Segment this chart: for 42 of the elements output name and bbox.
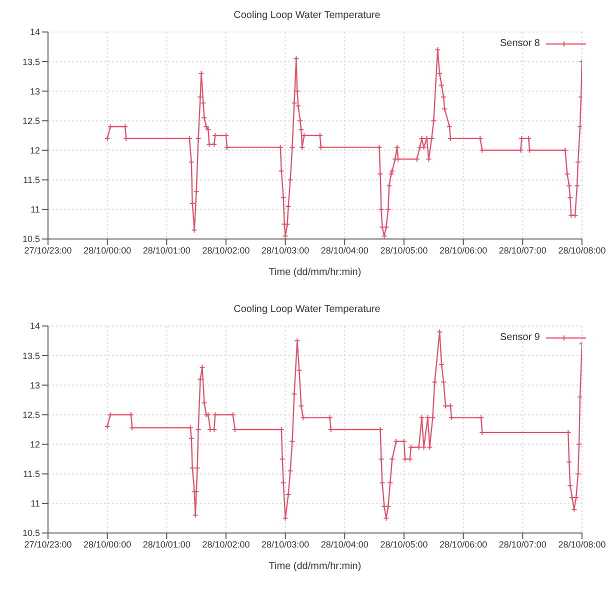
x-tick-label: 28/10/03:00	[262, 539, 310, 550]
x-tick-label: 28/10/03:00	[262, 245, 310, 256]
x-tick-label: 28/10/01:00	[142, 245, 190, 256]
y-tick-label: 13	[30, 380, 40, 390]
y-tick-label: 12.5	[22, 116, 40, 126]
x-tick-label: 28/10/06:00	[440, 539, 488, 550]
y-tick-label: 11	[30, 204, 40, 215]
chart-title: Cooling Loop Water Temperature	[232, 9, 382, 23]
x-tick-label: 28/10/00:00	[84, 245, 132, 256]
y-tick-label: 13.5	[22, 350, 40, 361]
y-tick-label: 10.5	[22, 234, 40, 244]
x-axis-title: Time (dd/mm/hr:min)	[268, 561, 362, 572]
y-tick-label: 14	[30, 27, 40, 38]
y-tick-label: 11	[30, 498, 40, 509]
x-tick-label: 28/10/02:00	[202, 245, 250, 256]
x-tick-label: 28/10/04:00	[320, 245, 368, 256]
y-tick-label: 10.5	[22, 528, 40, 538]
y-tick-label: 11.5	[23, 175, 40, 186]
y-tick-label: 13	[30, 86, 40, 96]
x-tick-label: 28/10/05:00	[380, 539, 428, 550]
x-tick-label: 28/10/08:00	[558, 539, 606, 550]
x-tick-label: 28/10/07:00	[498, 539, 546, 550]
x-tick-label: 28/10/01:00	[142, 539, 190, 550]
x-tick-label: 28/10/06:00	[440, 245, 488, 256]
x-tick-label: 28/10/08:00	[558, 245, 606, 256]
y-tick-label: 12.5	[22, 410, 40, 420]
y-tick-label: 13.5	[22, 56, 40, 67]
x-tick-label: 28/10/04:00	[320, 539, 368, 550]
x-tick-label: 28/10/02:00	[202, 539, 250, 550]
x-tick-label: 28/10/00:00	[84, 539, 132, 550]
y-tick-label: 12	[30, 145, 40, 156]
legend-label: Sensor 8	[500, 38, 540, 49]
x-tick-label: 28/10/05:00	[380, 245, 428, 256]
x-tick-label: 27/10/23:00	[24, 245, 72, 256]
legend-label: Sensor 9	[500, 332, 540, 343]
chart-title: Cooling Loop Water Temperature	[232, 303, 382, 317]
y-tick-label: 11.5	[23, 469, 40, 480]
x-axis-title: Time (dd/mm/hr:min)	[268, 267, 362, 278]
y-tick-label: 12	[30, 439, 40, 450]
x-tick-label: 27/10/23:00	[24, 539, 72, 550]
x-tick-label: 28/10/07:00	[498, 245, 546, 256]
y-tick-label: 14	[30, 321, 40, 332]
